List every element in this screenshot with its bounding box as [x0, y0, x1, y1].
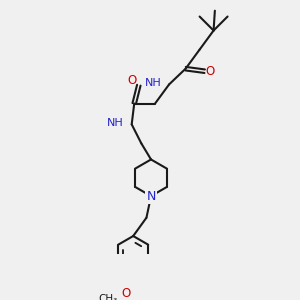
Text: O: O [128, 74, 137, 87]
Text: CH₃: CH₃ [98, 294, 117, 300]
Text: NH: NH [107, 118, 124, 128]
Text: NH: NH [145, 78, 162, 88]
Text: N: N [146, 190, 156, 202]
Text: O: O [206, 65, 215, 78]
Text: O: O [122, 286, 131, 299]
